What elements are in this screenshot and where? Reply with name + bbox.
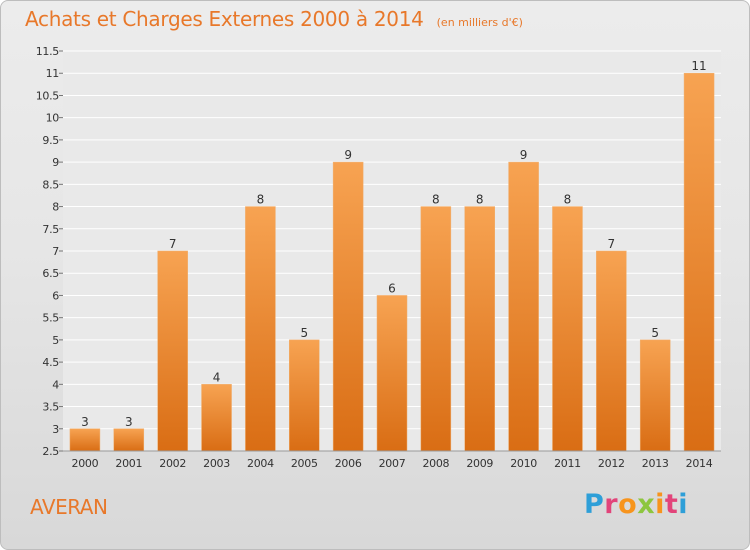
bar-value-label: 9 xyxy=(520,148,528,162)
bar xyxy=(332,161,364,452)
y-tick-label: 5 xyxy=(52,334,59,347)
x-tick-label: 2013 xyxy=(642,457,669,470)
bar xyxy=(683,72,715,452)
bar-value-label: 5 xyxy=(651,326,659,340)
bar xyxy=(552,206,583,452)
bar-value-label: 6 xyxy=(388,281,396,295)
bar-value-label: 8 xyxy=(564,193,572,207)
x-tick-label: 2002 xyxy=(159,457,186,470)
x-axis-labels: 2000 2001 2002 2003 2004 2005 2006 2007 2008 2009… xyxy=(72,457,714,470)
x-tick-label: 2001 xyxy=(115,457,142,470)
bar-value-label: 7 xyxy=(608,237,616,251)
bar-value-label: 5 xyxy=(300,326,308,340)
y-tick-label: 4 xyxy=(52,378,59,391)
bar xyxy=(69,428,101,452)
y-tick-label: 8.5 xyxy=(42,178,59,191)
y-tick-label: 7.5 xyxy=(42,223,59,236)
bar xyxy=(639,339,671,452)
bar-value-label: 11 xyxy=(691,59,706,73)
bar xyxy=(376,295,408,452)
y-tick-label: 7 xyxy=(52,245,59,258)
bar-value-label: 8 xyxy=(476,193,484,207)
x-tick-label: 2008 xyxy=(422,457,449,470)
x-tick-label: 2006 xyxy=(335,457,362,470)
bar-value-label: 9 xyxy=(344,148,352,162)
y-tick-label: 10 xyxy=(46,112,60,125)
bar-value-label: 8 xyxy=(257,193,265,207)
chart-title-row: Achats et Charges Externes 2000 à 2014 (… xyxy=(25,7,523,31)
bar xyxy=(201,384,232,452)
x-tick-label: 2014 xyxy=(686,457,713,470)
bar xyxy=(464,206,495,452)
y-tick-label: 4.5 xyxy=(42,356,59,369)
bar xyxy=(157,250,188,452)
x-tick-label: 2011 xyxy=(554,457,581,470)
y-tick-label: 9.5 xyxy=(42,134,59,147)
bar xyxy=(245,206,276,452)
y-tick-label: 6 xyxy=(52,289,59,302)
commune-name: AVERAN xyxy=(30,495,108,519)
x-tick-label: 2005 xyxy=(291,457,318,470)
y-axis-labels: 2.5 3 3.5 4 4.5 5 5.5 6 6.5 7 7.5 8 8.5 9 9.5 10 10.5 11 1… xyxy=(36,45,60,458)
y-tick-label: 11 xyxy=(46,67,59,80)
y-tick-label: 5.5 xyxy=(42,312,59,325)
x-tick-label: 2007 xyxy=(379,457,406,470)
bar-value-label: 7 xyxy=(169,237,177,251)
bar xyxy=(508,161,539,452)
x-tick-label: 2010 xyxy=(510,457,537,470)
y-tick-label: 3 xyxy=(52,423,59,436)
bar-value-label: 3 xyxy=(81,415,89,429)
x-tick-label: 2009 xyxy=(466,457,493,470)
bar-value-label: 4 xyxy=(213,370,221,384)
proxiti-logo: Proxiti xyxy=(584,489,689,520)
y-tick-label: 10.5 xyxy=(36,89,60,102)
x-tick-label: 2004 xyxy=(247,457,274,470)
y-tick-label: 2.5 xyxy=(42,445,59,458)
bar xyxy=(596,250,627,452)
chart-unit: (en milliers d'€) xyxy=(436,16,523,29)
bar xyxy=(113,428,145,452)
chart-title: Achats et Charges Externes 2000 à 2014 xyxy=(25,7,424,31)
y-tick-label: 3.5 xyxy=(42,401,59,414)
x-tick-label: 2000 xyxy=(72,457,99,470)
bar xyxy=(289,339,320,452)
y-tick-label: 9 xyxy=(52,156,59,169)
bars xyxy=(69,72,715,452)
bar-value-label: 8 xyxy=(432,193,440,207)
bar-value-label: 3 xyxy=(125,415,133,429)
bar xyxy=(420,206,452,452)
x-tick-label: 2012 xyxy=(598,457,625,470)
y-tick-label: 11.5 xyxy=(36,45,60,58)
y-tick-label: 6.5 xyxy=(42,267,59,280)
value-labels: 3 3 7 4 8 5 9 6 8 8 9 8 7 5 11 xyxy=(81,59,707,429)
x-tick-label: 2003 xyxy=(203,457,230,470)
y-tick-label: 8 xyxy=(52,201,59,214)
